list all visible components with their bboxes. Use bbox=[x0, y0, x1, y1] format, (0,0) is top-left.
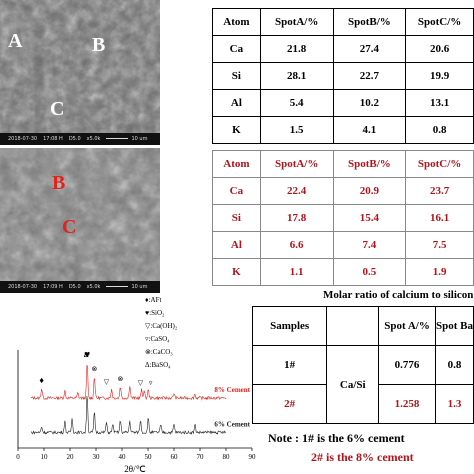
phase-marker: ⊗ bbox=[118, 375, 124, 383]
sem-image-1: A B C 2018-07-30 17:08 H D5.0 x5.0k 10 um bbox=[0, 0, 160, 145]
series-line bbox=[30, 364, 227, 401]
x-tick-label: 50 bbox=[145, 453, 153, 461]
x-tick-label: 10 bbox=[41, 453, 49, 461]
phase-marker: ▽ bbox=[138, 379, 144, 387]
sem-texture bbox=[0, 148, 160, 293]
sem-label-b: B bbox=[52, 172, 66, 194]
x-tick-label: 20 bbox=[67, 453, 75, 461]
table-row: Al 5.4 10.2 13.1 bbox=[212, 89, 474, 117]
sem-label-c: C bbox=[50, 98, 65, 120]
x-tick-label: 90 bbox=[249, 453, 257, 461]
phase-marker: ⊗ bbox=[92, 365, 98, 373]
table-row: Ca 22.4 20.9 23.7 bbox=[212, 177, 474, 205]
table-row: Si 17.8 15.4 16.1 bbox=[212, 204, 474, 232]
x-axis-label: 2θ/℃ bbox=[124, 464, 145, 474]
sem-label-a: A bbox=[8, 30, 23, 52]
x-tick-label: 40 bbox=[119, 453, 127, 461]
x-tick-label: 70 bbox=[197, 453, 205, 461]
x-tick-label: 30 bbox=[93, 453, 101, 461]
series-label: 6% Cement bbox=[214, 420, 250, 428]
note-line-2: 2# is the 8% cement bbox=[311, 450, 414, 464]
table-row: K 1.1 0.5 1.9 bbox=[212, 258, 474, 286]
note-line-1: Note : 1# is the 6% cement bbox=[268, 431, 405, 445]
sem-label-c: C bbox=[62, 216, 77, 238]
phase-marker: ▿ bbox=[149, 379, 153, 387]
legend-entry: ⊗:CaCO₃ bbox=[145, 348, 173, 356]
legend-entry: Δ:BaSO₄ bbox=[145, 361, 171, 369]
table-header-row: Samples Spot A/% Spot Ba bbox=[251, 306, 474, 346]
x-tick-label: 80 bbox=[223, 453, 231, 461]
xrd-chart: 0 10 20 30 40 50 60 70 80 90 2θ/℃ ♦:AFt ♥:SiO₂ ▽:Ca(O… bbox=[16, 296, 257, 474]
table-row: Ca 21.8 27.4 20.6 bbox=[212, 35, 474, 63]
table-row: 2# 1.258 1.3 bbox=[251, 384, 474, 424]
phase-marker: ♦ bbox=[39, 377, 45, 385]
phase-marker: Δ bbox=[84, 351, 89, 359]
legend-entry: ♥:SiO₂ bbox=[145, 309, 165, 317]
table-header-row: Atom SpotA/% SpotB/% SpotC/% bbox=[212, 150, 474, 178]
legend-entry: ♦:AFt bbox=[145, 296, 161, 304]
sem-label-b: B bbox=[92, 34, 106, 56]
phase-marker: ▽ bbox=[104, 378, 110, 386]
composition-table-1: Atom SpotA/% SpotB/% SpotC/% Ca 21.8 27.4 2… bbox=[212, 8, 474, 144]
sem-footer: 2018-07-30 17:09 H D5.0 x5.0k 10 um bbox=[0, 281, 160, 293]
sem-texture bbox=[0, 0, 160, 145]
series-label: 8% Cement bbox=[214, 386, 250, 394]
x-tick-label: 60 bbox=[171, 453, 179, 461]
x-tick-label: 0 bbox=[16, 453, 20, 461]
ratio-table-title: Molar ratio of calcium to silicon bbox=[323, 289, 474, 301]
series-line bbox=[30, 396, 227, 435]
composition-table-2: Atom SpotA/% SpotB/% SpotC/% Ca 22.4 20.9 23.7… bbox=[212, 150, 474, 286]
table-header-row: Atom SpotA/% SpotB/% SpotC/% bbox=[212, 8, 474, 36]
legend-entry: ▿:CaSO₄ bbox=[145, 335, 170, 343]
legend-entry: ▽:Ca(OH)₂ bbox=[145, 322, 178, 330]
table-row: Al 6.6 7.4 7.5 bbox=[212, 231, 474, 259]
table-row: 1# Ca/Si 0.776 0.8 bbox=[251, 345, 474, 424]
ratio-table: Samples Spot A/% Spot Ba 1# Ca/Si 0.776 0… bbox=[251, 306, 474, 424]
sem-image-2: B C 2018-07-30 17:09 H D5.0 x5.0k 10 um bbox=[0, 148, 160, 293]
table-row: K 1.5 4.1 0.8 bbox=[212, 116, 474, 144]
table-row: Si 28.1 22.7 19.9 bbox=[212, 62, 474, 90]
phase-marker: ♥ bbox=[84, 351, 90, 359]
sem-footer: 2018-07-30 17:08 H D5.0 x5.0k 10 um bbox=[0, 133, 160, 145]
